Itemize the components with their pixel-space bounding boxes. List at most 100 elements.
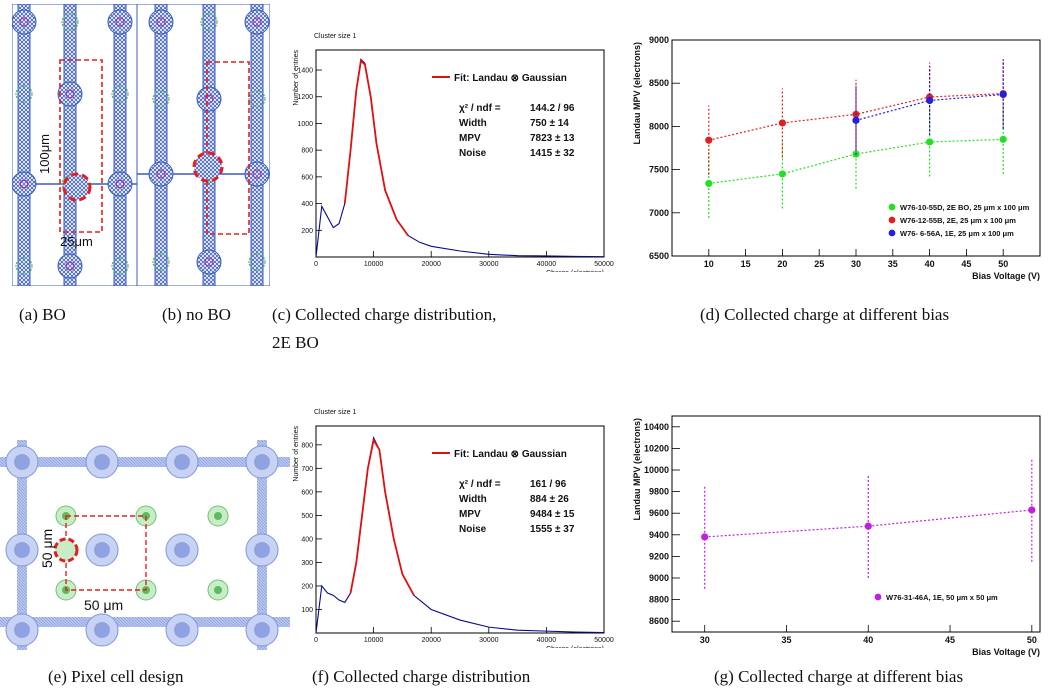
x-tick-label: 0: [314, 261, 318, 268]
via: [19, 17, 29, 27]
bump-pad: [196, 86, 222, 112]
mpv-vs-bias-25x100: 10 15 20 25 30 35 40 45 50 6500 7000 7500 8000 8500 90…: [632, 35, 1041, 281]
x-tick-label: 10000: [364, 637, 384, 644]
bump-pad: [57, 253, 83, 279]
via: [65, 261, 75, 271]
y-tick-label: 9400: [649, 530, 669, 540]
y-tick-label: 400: [301, 201, 313, 208]
y-tick-label: 8800: [649, 595, 669, 605]
x-tick-label: 45: [961, 259, 971, 269]
via: [252, 169, 262, 179]
y-axis-label: Number of entries: [293, 426, 300, 482]
data-point: [705, 179, 713, 188]
x-tick-label: 10: [704, 259, 714, 269]
x-axis-label: Charge (electrons): [546, 646, 604, 648]
y-tick-label: 100: [301, 607, 313, 614]
legend-marker: [888, 229, 896, 237]
stat-name: Noise: [459, 148, 487, 159]
layout-bo: 100μm 25μm: [12, 4, 137, 286]
metal-row-line: [0, 457, 290, 467]
legend-marker: [888, 203, 896, 211]
x-tick-label: 40: [863, 635, 873, 645]
mpv-vs-bias-50x50: 30 35 40 45 50 8600 8800 9000 9200 9400 9600 9800 10…: [632, 415, 1041, 657]
stat-name: χ² / ndf =: [459, 103, 501, 114]
via: [115, 179, 125, 189]
bump-pad: [107, 9, 133, 35]
via: [204, 257, 214, 267]
y-tick-label: 9200: [649, 551, 669, 561]
stat-name: Width: [459, 494, 487, 505]
via: [94, 622, 110, 638]
pixel-cell-design: 50 μm 50 μm: [0, 440, 290, 650]
y-tick-label: 800: [301, 148, 313, 155]
caption-d: (d) Collected charge at different bias: [700, 305, 950, 324]
caption-a: (a) BO: [19, 305, 66, 324]
x-tick-label: 30: [851, 259, 861, 269]
legend-label: W76- 6-56A, 1E, 25 μm x 100 μm: [900, 229, 1014, 238]
x-tick-label: 50000: [594, 261, 614, 268]
y-tick-label: 6500: [649, 251, 669, 261]
y-tick-label: 7500: [649, 165, 669, 175]
stat-value: 750 ± 14: [530, 118, 569, 129]
dim-vertical-label: 100μm: [37, 134, 52, 174]
y-tick-label: 600: [301, 489, 313, 496]
y-tick-label: 200: [301, 583, 313, 590]
dim-vertical-label: 50 μm: [39, 529, 55, 568]
stat-value: 884 ± 26: [530, 494, 569, 505]
y-tick-label: 8600: [649, 616, 669, 626]
dim-horizontal-label: 50 μm: [84, 597, 123, 613]
plot-frame: [315, 49, 605, 258]
x-tick-label: 30000: [479, 261, 499, 268]
bump-pad: [196, 249, 222, 275]
legend-label-fit: Fit: Landau ⊗ Gaussian: [454, 449, 567, 460]
data-point: [705, 136, 713, 144]
stat-name: MPV: [459, 133, 481, 144]
via: [19, 179, 29, 189]
data-point: [701, 533, 709, 541]
caption-e: (e) Pixel cell design: [48, 667, 184, 686]
legend-marker: [888, 216, 896, 224]
legend-label: W76-12-55B, 2E, 25 μm x 100 μm: [900, 216, 1016, 225]
x-tick-label: 50000: [594, 637, 614, 644]
metal-row-line: [0, 617, 290, 627]
bump-pad: [12, 171, 37, 197]
implant-contact: [214, 586, 222, 594]
x-tick-label: 50: [998, 259, 1008, 269]
dim-horizontal-label: 25μm: [60, 234, 93, 249]
via: [115, 17, 125, 27]
implant: [111, 257, 129, 275]
y-tick-label: 1200: [297, 94, 313, 101]
stat-name: Noise: [459, 524, 487, 535]
x-tick-label: 15: [741, 259, 751, 269]
x-tick-label: 40: [925, 259, 935, 269]
via: [174, 542, 190, 558]
y-tick-label: 800: [301, 442, 313, 449]
implant: [200, 13, 218, 31]
via: [174, 454, 190, 470]
y-tick-label: 200: [301, 228, 313, 235]
x-axis-label: Bias Voltage (V): [972, 271, 1040, 281]
data-point: [999, 90, 1007, 99]
via: [254, 622, 270, 638]
x-tick-label: 30: [700, 635, 710, 645]
metal-column-line: [154, 4, 168, 286]
x-tick-label: 20: [777, 259, 787, 269]
via: [94, 542, 110, 558]
x-tick-label: 30000: [479, 637, 499, 644]
y-tick-label: 700: [301, 466, 313, 473]
y-tick-label: 10200: [644, 443, 669, 453]
stat-name: MPV: [459, 509, 481, 520]
x-tick-label: 25: [814, 259, 824, 269]
data-point: [999, 135, 1007, 143]
via: [14, 454, 30, 470]
data-point: [778, 119, 786, 127]
metal-column-line: [250, 4, 264, 286]
series-line: [708, 138, 1004, 185]
x-tick-label: 0: [314, 637, 318, 644]
y-tick-label: 9000: [649, 573, 669, 583]
y-tick-label: 600: [301, 174, 313, 181]
metal-column-line: [202, 4, 216, 286]
stat-value: 9484 ± 15: [530, 509, 575, 520]
data-point: [1028, 506, 1036, 514]
via: [252, 17, 262, 27]
